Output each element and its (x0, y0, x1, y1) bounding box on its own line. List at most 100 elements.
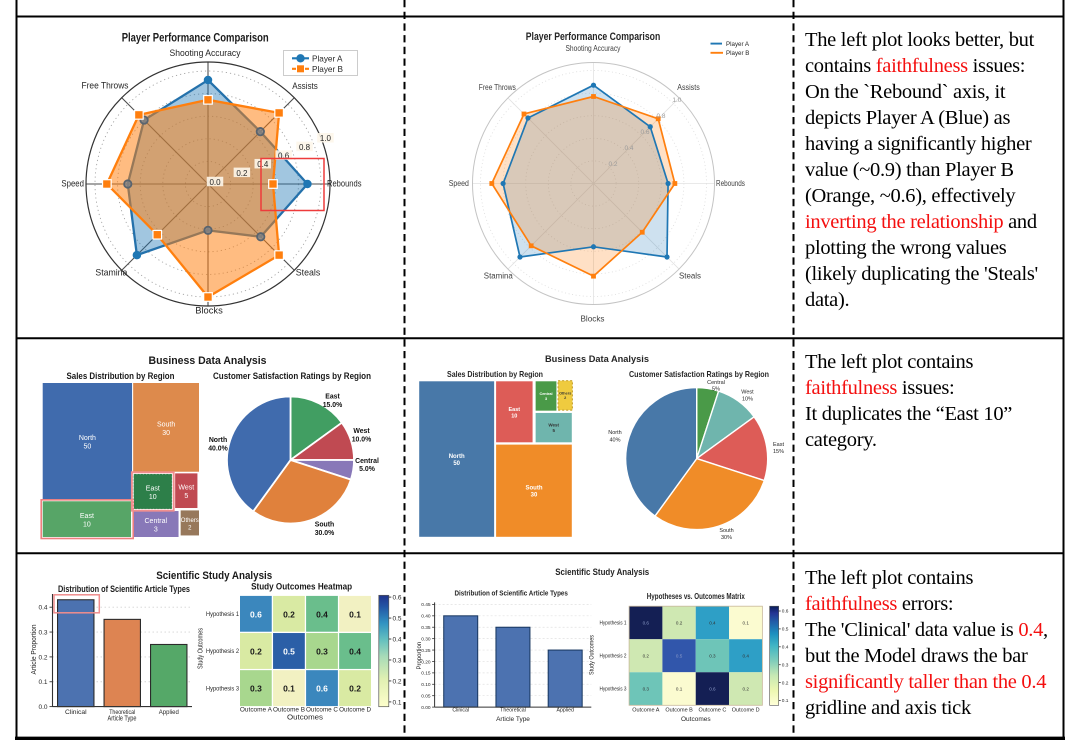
svg-text:Clinical: Clinical (452, 708, 469, 714)
svg-text:North: North (209, 437, 227, 444)
svg-text:East: East (146, 486, 160, 493)
svg-text:West: West (741, 389, 754, 395)
svg-text:Speed: Speed (449, 179, 469, 188)
svg-text:0.1: 0.1 (743, 620, 750, 625)
svg-text:0.2: 0.2 (349, 684, 361, 694)
svg-text:Central: Central (707, 380, 725, 386)
svg-text:West: West (548, 423, 559, 428)
svg-text:Hypothesis 3: Hypothesis 3 (600, 687, 627, 693)
svg-text:0.5: 0.5 (393, 616, 402, 623)
svg-text:Business Data Analysis: Business Data Analysis (149, 355, 267, 367)
svg-text:Sales Distribution by Region: Sales Distribution by Region (67, 371, 175, 381)
svg-text:10: 10 (149, 494, 157, 501)
svg-text:0.1: 0.1 (38, 679, 47, 686)
svg-text:0.6: 0.6 (643, 620, 650, 625)
svg-text:0.2: 0.2 (608, 161, 617, 168)
svg-text:Blocks: Blocks (581, 314, 605, 323)
svg-text:Player A: Player A (312, 54, 343, 63)
svg-text:Rebounds: Rebounds (327, 178, 362, 189)
svg-text:0.2: 0.2 (676, 620, 683, 625)
svg-text:Assists: Assists (677, 83, 700, 92)
svg-text:Proportion: Proportion (417, 642, 423, 670)
svg-text:30: 30 (531, 493, 538, 499)
svg-text:3: 3 (545, 397, 547, 401)
svg-text:Theoretical: Theoretical (500, 708, 526, 714)
svg-text:50: 50 (453, 461, 460, 467)
svg-text:0.3: 0.3 (316, 646, 328, 656)
svg-text:40%: 40% (609, 438, 620, 444)
svg-text:Free Throws: Free Throws (82, 81, 129, 92)
svg-text:0.4: 0.4 (782, 645, 789, 651)
svg-text:0.4: 0.4 (257, 160, 269, 169)
svg-text:1.0: 1.0 (320, 134, 332, 143)
svg-text:Hypothesis 2: Hypothesis 2 (206, 648, 239, 655)
svg-text:Central: Central (355, 458, 379, 465)
svg-text:0.2: 0.2 (743, 687, 750, 692)
svg-text:5%: 5% (712, 386, 720, 392)
svg-text:0.5: 0.5 (782, 627, 789, 633)
svg-text:0.05: 0.05 (421, 694, 431, 700)
svg-text:0.8: 0.8 (299, 143, 311, 152)
svg-text:Outcome C: Outcome C (698, 708, 726, 714)
svg-text:East: East (508, 407, 520, 413)
svg-text:15.0%: 15.0% (323, 402, 343, 409)
svg-text:Stamina: Stamina (95, 268, 128, 279)
svg-text:Stamina: Stamina (484, 272, 514, 281)
svg-text:Outcome C: Outcome C (306, 707, 338, 714)
svg-text:Business Data Analysis: Business Data Analysis (545, 354, 649, 365)
svg-text:0.4: 0.4 (709, 620, 716, 625)
svg-text:Study Outcomes: Study Outcomes (198, 628, 205, 669)
svg-text:0.6: 0.6 (316, 684, 328, 694)
svg-text:Customer Satisfaction Ratings: Customer Satisfaction Ratings by Region (629, 369, 769, 379)
svg-text:East: East (325, 394, 340, 401)
svg-text:0.20: 0.20 (421, 659, 431, 665)
svg-text:Steals: Steals (679, 272, 701, 281)
svg-text:Hypothesis 2: Hypothesis 2 (600, 654, 627, 660)
svg-text:2: 2 (564, 396, 566, 400)
svg-text:Scientific Study Analysis: Scientific Study Analysis (156, 570, 272, 582)
svg-text:0.3: 0.3 (782, 662, 789, 668)
svg-text:East: East (80, 513, 94, 520)
svg-text:40.0%: 40.0% (208, 445, 228, 452)
svg-text:Outcome A: Outcome A (632, 708, 660, 714)
svg-text:0.4: 0.4 (393, 636, 402, 643)
svg-text:Applied: Applied (159, 709, 179, 716)
svg-text:0.4: 0.4 (349, 646, 361, 656)
svg-text:Hypothesis 3: Hypothesis 3 (206, 685, 239, 692)
svg-text:Customer Satisfaction Ratings: Customer Satisfaction Ratings by Region (213, 371, 371, 381)
svg-text:10.0%: 10.0% (352, 437, 372, 444)
svg-text:Hypothesis 1: Hypothesis 1 (600, 621, 627, 627)
svg-text:South: South (719, 528, 733, 534)
svg-text:Scientific Study Analysis: Scientific Study Analysis (555, 567, 649, 577)
svg-text:2: 2 (188, 525, 192, 531)
svg-text:0.1: 0.1 (782, 698, 789, 704)
svg-text:Applied: Applied (557, 708, 574, 714)
svg-text:0.2: 0.2 (236, 169, 248, 178)
svg-text:Shooting Accuracy: Shooting Accuracy (566, 44, 621, 53)
svg-text:Distribution of Scientific Art: Distribution of Scientific Article Types (58, 584, 190, 594)
svg-text:30%: 30% (721, 535, 732, 541)
svg-text:0.15: 0.15 (421, 671, 431, 677)
svg-text:Outcome B: Outcome B (665, 708, 693, 714)
svg-text:Blocks: Blocks (195, 306, 223, 317)
svg-text:Free Throws: Free Throws (479, 83, 516, 92)
svg-text:10: 10 (83, 522, 91, 529)
svg-text:Speed: Speed (61, 178, 84, 189)
svg-text:0.8: 0.8 (656, 113, 665, 120)
svg-text:30: 30 (162, 430, 170, 437)
svg-text:0.3: 0.3 (250, 684, 262, 694)
svg-text:Rebounds: Rebounds (716, 179, 745, 188)
svg-text:0.6: 0.6 (278, 152, 290, 161)
svg-text:Others: Others (181, 518, 199, 524)
svg-text:Shooting Accuracy: Shooting Accuracy (170, 48, 241, 59)
svg-text:Assists: Assists (292, 81, 318, 92)
svg-text:Hypotheses vs. Outcomes Matrix: Hypotheses vs. Outcomes Matrix (647, 592, 746, 601)
svg-text:Player A: Player A (726, 41, 750, 48)
svg-text:3: 3 (154, 527, 158, 534)
svg-text:10: 10 (511, 413, 517, 419)
svg-text:50: 50 (84, 444, 92, 451)
svg-text:0.45: 0.45 (421, 602, 431, 608)
svg-text:Player B: Player B (726, 50, 749, 57)
svg-text:West: West (178, 485, 194, 492)
svg-text:West: West (353, 428, 370, 435)
